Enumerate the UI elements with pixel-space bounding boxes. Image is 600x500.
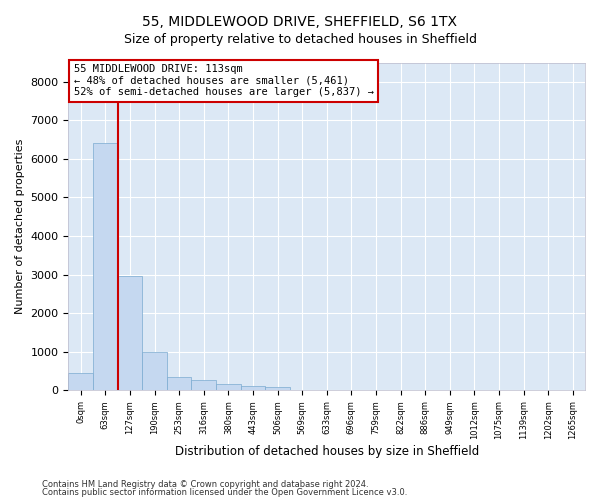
Bar — [241, 386, 265, 390]
Bar — [216, 384, 241, 390]
Bar — [93, 144, 118, 390]
Bar — [142, 352, 167, 390]
Text: 55, MIDDLEWOOD DRIVE, SHEFFIELD, S6 1TX: 55, MIDDLEWOOD DRIVE, SHEFFIELD, S6 1TX — [143, 15, 458, 29]
Text: 55 MIDDLEWOOD DRIVE: 113sqm
← 48% of detached houses are smaller (5,461)
52% of : 55 MIDDLEWOOD DRIVE: 113sqm ← 48% of det… — [74, 64, 374, 98]
Bar — [167, 376, 191, 390]
Bar — [118, 276, 142, 390]
Text: Size of property relative to detached houses in Sheffield: Size of property relative to detached ho… — [124, 32, 476, 46]
Bar — [68, 373, 93, 390]
Bar — [265, 387, 290, 390]
Text: Contains HM Land Registry data © Crown copyright and database right 2024.: Contains HM Land Registry data © Crown c… — [42, 480, 368, 489]
Y-axis label: Number of detached properties: Number of detached properties — [15, 138, 25, 314]
Bar — [191, 380, 216, 390]
Text: Contains public sector information licensed under the Open Government Licence v3: Contains public sector information licen… — [42, 488, 407, 497]
X-axis label: Distribution of detached houses by size in Sheffield: Distribution of detached houses by size … — [175, 444, 479, 458]
